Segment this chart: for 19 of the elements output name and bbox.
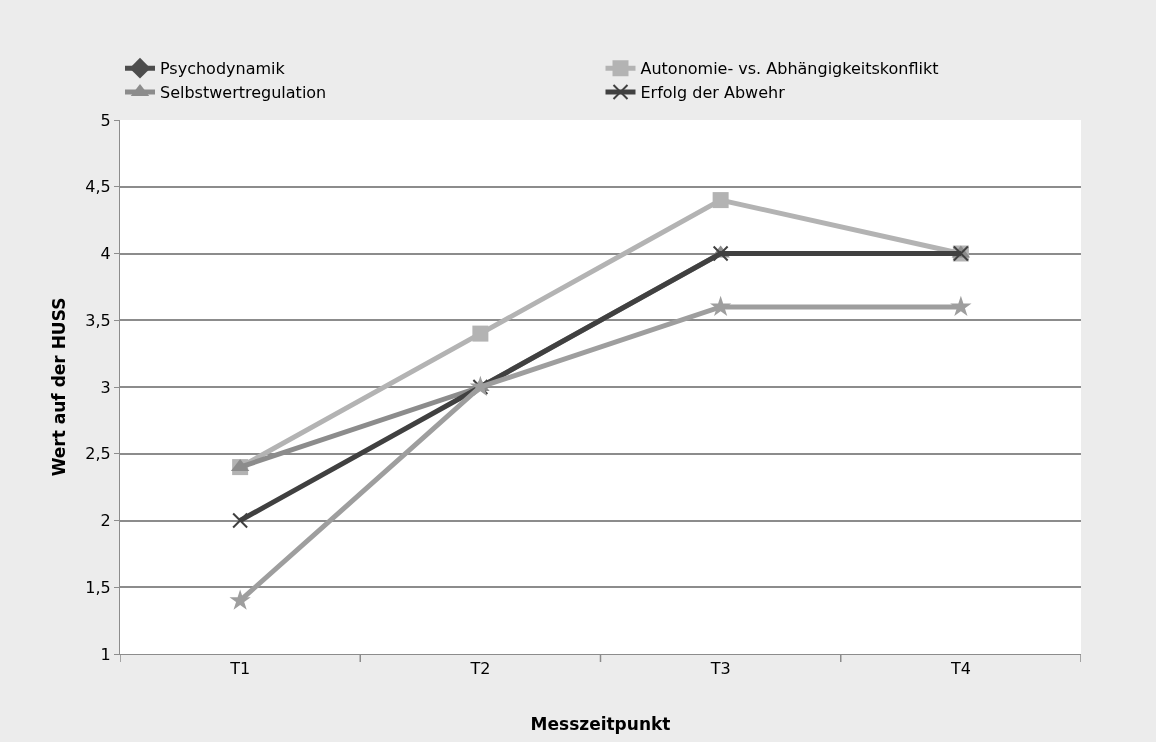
y-tick-label: 3,5 bbox=[85, 310, 111, 330]
y-tick-label: 1,5 bbox=[85, 577, 111, 597]
x-axis-title: Messzeitpunkt bbox=[530, 713, 671, 734]
x-tick-label: T1 bbox=[229, 659, 251, 679]
y-tick-label: 1 bbox=[100, 644, 111, 664]
legend-label: Erfolg der Abwehr bbox=[640, 83, 786, 103]
x-tick-label: T2 bbox=[469, 659, 491, 679]
y-tick-label: 2 bbox=[100, 511, 111, 531]
x-tick-label: T4 bbox=[949, 659, 971, 679]
y-axis-title: Wert auf der HUSS bbox=[48, 297, 69, 477]
y-tick-label: 5 bbox=[100, 110, 111, 130]
x-tick-label: T3 bbox=[709, 659, 731, 679]
y-tick-label: 4 bbox=[100, 244, 111, 264]
legend-label: Autonomie- vs. Abhängigkeitskonflikt bbox=[640, 59, 939, 79]
y-tick-label: 2,5 bbox=[85, 444, 111, 464]
y-tick-label: 3 bbox=[100, 377, 111, 397]
legend-label: Psychodynamik bbox=[160, 59, 286, 79]
legend-label: Selbstwertregulation bbox=[160, 83, 327, 103]
y-tick-label: 4,5 bbox=[85, 177, 111, 197]
